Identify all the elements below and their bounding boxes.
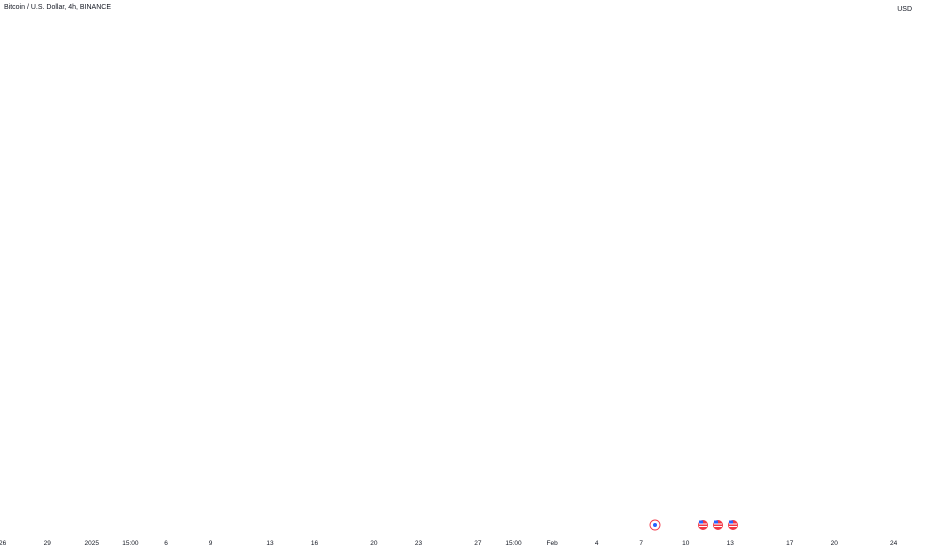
time-tick-label: 20 [831, 540, 839, 547]
flag-icon-stripe [729, 523, 737, 525]
time-tick-label: 15:00 [122, 540, 139, 547]
time-tick-label: 16 [311, 540, 319, 547]
flag-icon-canton [714, 520, 718, 524]
time-tick-label: 24 [890, 540, 898, 547]
time-tick-label: 10 [682, 540, 690, 547]
time-tick-label: 15:00 [505, 540, 522, 547]
time-tick-label: 4 [595, 540, 599, 547]
dividend-event-icon [649, 519, 661, 531]
symbol-title: Bitcoin / U.S. Dollar, 4h, BINANCE [4, 4, 111, 11]
flag-icon-stripe [729, 526, 737, 527]
flag-icon-stripe [714, 526, 722, 527]
time-tick-label: 20 [370, 540, 378, 547]
us-flag-event-icon [698, 520, 708, 530]
time-tick-label: 13 [727, 540, 735, 547]
event-icon-dot [653, 523, 657, 527]
time-tick-label: 17 [786, 540, 794, 547]
time-tick-label: 29 [44, 540, 52, 547]
time-tick-label: 9 [209, 540, 213, 547]
currency-label: USD [897, 6, 912, 13]
flag-icon-stripe [699, 523, 707, 525]
time-tick-label: Feb [546, 540, 558, 547]
time-tick-label: 6 [164, 540, 168, 547]
time-tick-label: 7 [639, 540, 643, 547]
flag-icon-canton [729, 520, 733, 524]
time-tick-label: 26 [0, 540, 7, 547]
flag-icon-stripe [699, 526, 707, 527]
time-axis[interactable]: 26 29 2025 15:00 6 9 13 16 20 23 27 15:00 Feb 4 7 10 13 1… [0, 540, 898, 547]
us-flag-event-icon [713, 520, 723, 530]
event-icons[interactable] [649, 519, 738, 531]
time-tick-label: 2025 [85, 540, 100, 547]
flag-icon-stripe [714, 523, 722, 525]
time-tick-label: 23 [415, 540, 423, 547]
us-flag-event-icon [728, 520, 738, 530]
time-tick-label: 27 [474, 540, 482, 547]
time-tick-label: 13 [266, 540, 274, 547]
flag-icon-canton [699, 520, 703, 524]
